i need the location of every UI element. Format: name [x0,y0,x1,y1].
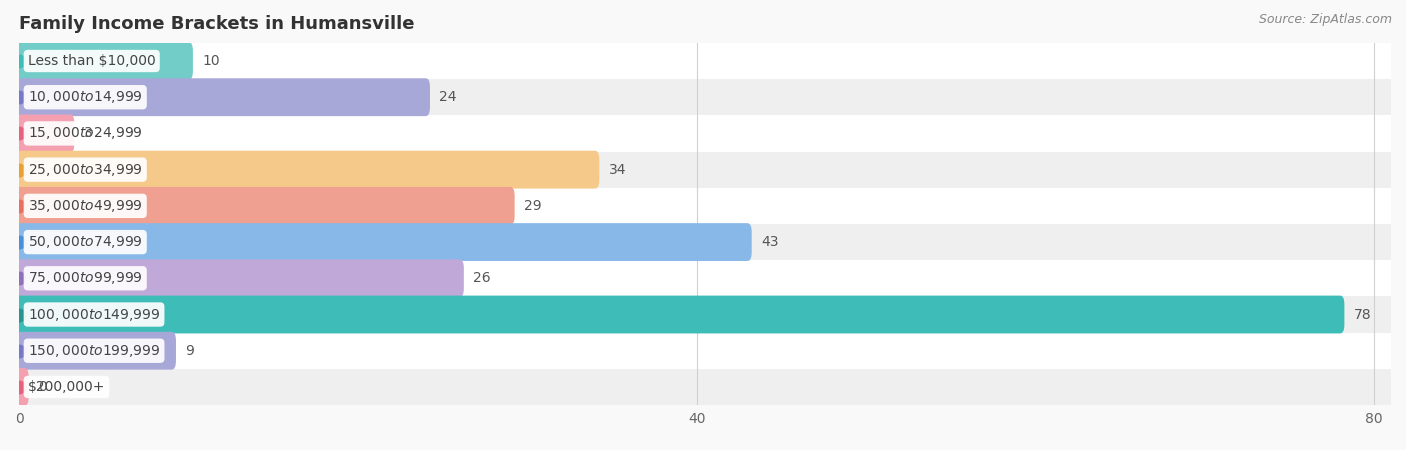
Bar [20,152,1391,188]
Text: $35,000 to $49,999: $35,000 to $49,999 [28,198,142,214]
Text: 78: 78 [1354,307,1371,321]
FancyBboxPatch shape [15,259,464,297]
FancyBboxPatch shape [15,223,752,261]
Text: 0: 0 [38,380,46,394]
Text: $50,000 to $74,999: $50,000 to $74,999 [28,234,142,250]
Bar [20,333,1391,369]
Text: $100,000 to $149,999: $100,000 to $149,999 [28,306,160,323]
Text: $15,000 to $24,999: $15,000 to $24,999 [28,126,142,141]
Text: 3: 3 [84,126,93,140]
Bar [20,43,1391,79]
Text: $10,000 to $14,999: $10,000 to $14,999 [28,89,142,105]
FancyBboxPatch shape [15,42,193,80]
Text: 29: 29 [524,199,541,213]
Text: Source: ZipAtlas.com: Source: ZipAtlas.com [1258,14,1392,27]
FancyBboxPatch shape [15,296,1344,333]
FancyBboxPatch shape [15,187,515,225]
Bar [20,79,1391,115]
Bar [20,369,1391,405]
FancyBboxPatch shape [15,368,28,406]
Text: Less than $10,000: Less than $10,000 [28,54,156,68]
Bar [20,115,1391,152]
Text: 34: 34 [609,162,626,177]
Text: Family Income Brackets in Humansville: Family Income Brackets in Humansville [20,15,415,33]
FancyBboxPatch shape [15,114,75,153]
Bar [20,260,1391,297]
Text: 43: 43 [761,235,779,249]
Text: $25,000 to $34,999: $25,000 to $34,999 [28,162,142,178]
Bar [20,188,1391,224]
Bar [20,297,1391,333]
Text: $150,000 to $199,999: $150,000 to $199,999 [28,343,160,359]
Text: 26: 26 [474,271,491,285]
Bar [20,224,1391,260]
Text: $200,000+: $200,000+ [28,380,105,394]
FancyBboxPatch shape [15,78,430,116]
FancyBboxPatch shape [15,332,176,369]
Text: $75,000 to $99,999: $75,000 to $99,999 [28,270,142,286]
Text: 10: 10 [202,54,219,68]
Text: 9: 9 [186,344,194,358]
FancyBboxPatch shape [15,151,599,189]
Text: 24: 24 [439,90,457,104]
